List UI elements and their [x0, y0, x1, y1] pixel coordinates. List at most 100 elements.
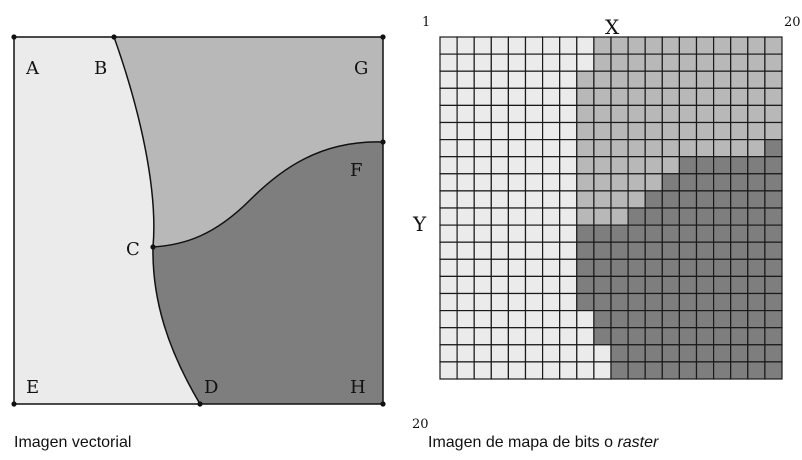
- raster-pixel: [695, 36, 715, 55]
- raster-pixel: [439, 344, 458, 363]
- raster-pixel: [627, 121, 646, 141]
- raster-pixel: [593, 104, 612, 124]
- raster-pixel: [541, 241, 561, 260]
- raster-pixel: [712, 104, 732, 124]
- raster-pixel: [695, 327, 715, 346]
- raster-pixel: [730, 310, 749, 329]
- raster-pixel: [678, 104, 698, 124]
- raster-pixel: [490, 292, 509, 312]
- region-left: [14, 37, 200, 404]
- raster-pixel: [593, 275, 612, 295]
- raster-pixel: [541, 361, 561, 380]
- raster-pixel: [627, 258, 646, 277]
- vector-caption: Imagen vectorial: [14, 434, 132, 451]
- raster-pixel: [730, 224, 749, 243]
- raster-pixel: [678, 361, 698, 380]
- point-label-b: B: [94, 58, 107, 79]
- raster-pixel: [610, 361, 629, 380]
- raster-pixel: [644, 310, 663, 329]
- raster-pixel: [593, 310, 612, 329]
- raster-pixel: [524, 53, 544, 72]
- raster-pixel: [456, 275, 475, 295]
- raster-pixel: [712, 70, 732, 89]
- raster-pixel: [559, 156, 578, 175]
- raster-pixel: [712, 224, 732, 243]
- raster-pixel: [610, 207, 629, 226]
- raster-pixel: [764, 190, 783, 209]
- raster-pixel: [559, 344, 578, 363]
- raster-pixel: [712, 207, 732, 226]
- raster-caption-prefix: Imagen de mapa de bits o: [428, 434, 618, 451]
- raster-pixel: [524, 224, 544, 243]
- raster-pixel: [559, 70, 578, 89]
- raster-pixel: [747, 156, 766, 175]
- raster-pixel: [661, 70, 680, 89]
- raster-pixel: [507, 87, 527, 107]
- raster-pixel: [627, 292, 646, 312]
- raster-pixel: [439, 190, 458, 209]
- raster-pixel: [730, 241, 749, 260]
- raster-pixel: [490, 224, 509, 243]
- raster-pixel: [695, 70, 715, 89]
- raster-pixel: [644, 275, 663, 295]
- raster-pixel: [712, 310, 732, 329]
- raster-pixel: [439, 70, 458, 89]
- raster-pixel: [627, 36, 646, 55]
- raster-pixel: [490, 361, 509, 380]
- raster-pixel: [730, 104, 749, 124]
- raster-pixel: [644, 173, 663, 192]
- raster-pixel: [439, 224, 458, 243]
- raster-pixel: [524, 70, 544, 89]
- raster-pixel: [473, 139, 492, 158]
- raster-pixel: [610, 224, 629, 243]
- raster-pixel: [490, 190, 509, 209]
- raster-pixel: [610, 258, 629, 277]
- raster-pixel: [627, 310, 646, 329]
- raster-pixel: [576, 53, 595, 72]
- raster-pixel: [627, 361, 646, 380]
- raster-pixel: [610, 292, 629, 312]
- raster-pixel: [661, 224, 680, 243]
- raster-pixel: [576, 121, 595, 141]
- vertex-b: [111, 34, 117, 40]
- raster-pixel: [456, 104, 475, 124]
- raster-pixel: [661, 310, 680, 329]
- point-label-c: C: [126, 239, 140, 260]
- raster-pixel: [473, 327, 492, 346]
- vector-image: A B G F C E D H: [11, 34, 386, 407]
- raster-pixel: [730, 87, 749, 107]
- region-bottom-right: [152, 141, 383, 404]
- raster-pixel: [507, 156, 527, 175]
- raster-pixel: [576, 224, 595, 243]
- raster-pixel: [541, 36, 561, 55]
- raster-pixel: [456, 173, 475, 192]
- raster-pixel: [678, 53, 698, 72]
- raster-pixel: [644, 241, 663, 260]
- raster-pixel: [764, 173, 783, 192]
- raster-pixel: [661, 104, 680, 124]
- point-label-d: D: [204, 377, 218, 398]
- raster-pixel: [576, 361, 595, 380]
- raster-pixel: [507, 70, 527, 89]
- raster-pixel: [541, 173, 561, 192]
- raster-pixel: [541, 70, 561, 89]
- raster-pixel: [473, 207, 492, 226]
- raster-image: 1 20 X Y 20: [412, 15, 801, 432]
- raster-pixel: [541, 275, 561, 295]
- raster-pixel: [456, 36, 475, 55]
- raster-pixel: [593, 87, 612, 107]
- raster-pixel: [661, 156, 680, 175]
- raster-pixel: [695, 344, 715, 363]
- raster-pixel: [559, 53, 578, 72]
- raster-caption: Imagen de mapa de bits o raster: [428, 434, 658, 452]
- raster-pixel: [644, 190, 663, 209]
- raster-pixel: [439, 173, 458, 192]
- raster-pixel: [661, 36, 680, 55]
- raster-pixel: [439, 121, 458, 141]
- raster-pixel: [524, 190, 544, 209]
- raster-pixel: [507, 36, 527, 55]
- raster-pixel: [730, 275, 749, 295]
- raster-pixel: [644, 104, 663, 124]
- raster-pixel: [473, 292, 492, 312]
- raster-pixel: [730, 292, 749, 312]
